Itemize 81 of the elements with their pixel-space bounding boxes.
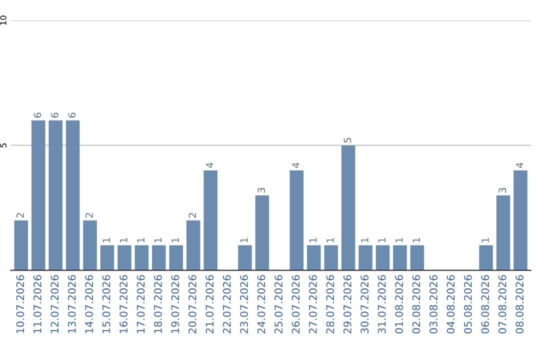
x-tick-label: 02.08.2026	[412, 275, 420, 334]
bar	[204, 170, 218, 270]
x-tick-label: 03.08.2026	[430, 275, 438, 334]
bar	[324, 245, 338, 270]
x-tick-label: 05.08.2026	[464, 275, 472, 334]
bar	[290, 170, 304, 270]
bar	[514, 170, 528, 270]
bar	[152, 245, 166, 270]
bar	[186, 220, 200, 270]
x-tick-label: 01.08.2026	[395, 275, 403, 334]
y-tick-label: 10	[0, 16, 6, 25]
data-label: 2	[16, 213, 24, 218]
data-label: 4	[206, 162, 214, 168]
x-tick-label: 20.07.2026	[188, 275, 196, 334]
bar	[118, 245, 132, 270]
bar	[31, 120, 46, 270]
data-label: 3	[258, 188, 266, 193]
bar	[83, 220, 97, 270]
x-tick-label: 11.07.2026	[33, 275, 42, 333]
bar	[66, 120, 80, 270]
x-tick-label: 19.07.2026	[171, 275, 180, 333]
x-tick-label: 21.07.2026	[206, 275, 214, 334]
x-tick-label: 16.07.2026	[120, 275, 128, 333]
data-label: 6	[51, 112, 58, 118]
bar	[479, 245, 493, 270]
data-label: 1	[396, 238, 403, 242]
x-tick-label: 07.08.2026	[498, 275, 506, 334]
data-label: 2	[188, 213, 196, 218]
bar	[341, 145, 356, 270]
x-tick-label: 17.07.2026	[136, 275, 145, 333]
bar	[306, 245, 321, 270]
data-label: 1	[378, 238, 386, 242]
x-tick-label: 26.07.2026	[292, 275, 300, 334]
data-label: 1	[154, 238, 162, 242]
data-label: 4	[516, 162, 524, 168]
data-label: 1	[482, 238, 489, 242]
data-label: 3	[498, 188, 506, 193]
data-label: 1	[137, 238, 144, 242]
x-tick-label: 10.07.2026	[16, 275, 24, 333]
data-label: 6	[34, 112, 42, 118]
data-label: 1	[326, 238, 334, 242]
bar	[410, 245, 424, 270]
bar	[238, 245, 252, 270]
data-label: 6	[68, 112, 76, 118]
bar	[100, 245, 114, 270]
bar	[14, 220, 28, 270]
x-tick-label: 04.08.2026	[446, 275, 455, 334]
x-tick-label: 12.07.2026	[50, 275, 59, 333]
data-label: 1	[172, 238, 179, 242]
x-tick-label: 14.07.2026	[85, 275, 94, 333]
x-tick-label: 27.07.2026	[309, 275, 317, 334]
x-tick-label: 23.07.2026	[240, 275, 248, 334]
data-label: 5	[344, 138, 352, 143]
x-tick-label: 30.07.2026	[360, 275, 369, 334]
x-tick-label: 24.07.2026	[257, 275, 266, 334]
data-label: 1	[309, 238, 317, 242]
bar	[48, 120, 62, 270]
data-label: 1	[361, 238, 368, 242]
x-tick-label: 29.07.2026	[343, 275, 352, 334]
bar	[255, 195, 270, 270]
x-tick-label: 18.07.2026	[154, 275, 162, 333]
data-label: 1	[102, 238, 110, 242]
bar	[134, 245, 149, 270]
bar	[393, 245, 407, 270]
data-label: 1	[412, 238, 420, 242]
bar	[376, 245, 390, 270]
x-tick-label: 13.07.2026	[68, 275, 76, 333]
x-tick-label: 31.07.2026	[378, 275, 386, 334]
x-tick-label: 25.07.2026	[274, 275, 282, 334]
x-tick-label: 08.08.2026	[516, 275, 524, 334]
data-label: 1	[120, 238, 128, 242]
bar	[496, 195, 510, 270]
data-label: 2	[85, 213, 93, 218]
data-label: 4	[292, 162, 300, 168]
x-tick-label: 28.07.2026	[326, 275, 334, 334]
data-label: 1	[240, 238, 248, 242]
x-tick-label: 15.07.2026	[102, 275, 110, 333]
bar	[169, 245, 183, 270]
x-tick-label: 06.08.2026	[481, 275, 490, 334]
bar	[358, 245, 372, 270]
x-tick-label: 22.07.2026	[222, 275, 231, 334]
